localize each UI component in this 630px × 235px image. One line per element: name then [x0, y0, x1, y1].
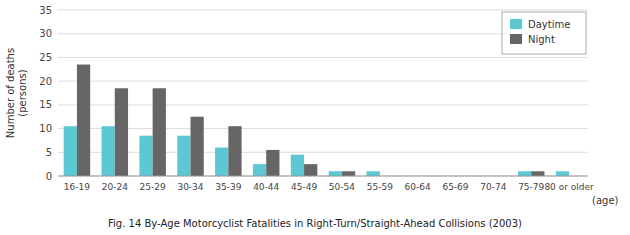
- bar: [291, 155, 304, 176]
- bar: [215, 148, 228, 176]
- bar: [518, 171, 531, 176]
- y-axis-label: (persons): [17, 69, 28, 116]
- grid-line: [58, 81, 588, 82]
- bar: [102, 126, 115, 176]
- bar: [77, 65, 90, 176]
- grid-line: [58, 176, 588, 177]
- bar: [342, 171, 355, 176]
- y-axis-label: Number of deaths: [5, 48, 16, 138]
- x-tick-label: 65-69: [442, 182, 468, 192]
- bar: [531, 171, 544, 176]
- bar: [64, 126, 77, 176]
- x-tick-label: 30-34: [177, 182, 203, 192]
- grid-line: [58, 57, 588, 58]
- x-tick-label: 35-39: [215, 182, 241, 192]
- y-tick-label: 15: [39, 99, 52, 110]
- y-tick-label: 25: [39, 52, 52, 63]
- y-tick-label: 5: [46, 147, 52, 158]
- legend-label: Daytime: [528, 19, 570, 30]
- y-tick-label: 30: [39, 28, 52, 39]
- bar: [115, 88, 128, 176]
- x-axis-label: (age): [592, 195, 619, 206]
- x-axis: [58, 176, 588, 177]
- bar: [153, 88, 166, 176]
- x-tick-label: 70-74: [480, 182, 506, 192]
- y-tick-label: 35: [39, 5, 52, 16]
- x-tick-label: 25-29: [140, 182, 166, 192]
- x-tick-label: 16-19: [64, 182, 90, 192]
- bar: [329, 171, 342, 176]
- x-tick-label: 60-64: [405, 182, 431, 192]
- title: Fig. 14 By-Age Motorcyclist Fatalities i…: [108, 218, 522, 229]
- bar: [191, 117, 204, 176]
- grid-line: [58, 152, 588, 153]
- legend-box: [502, 12, 586, 54]
- x-tick-label: 55-59: [367, 182, 393, 192]
- bar: [367, 171, 380, 176]
- grid: [58, 10, 588, 176]
- x-tick-label: 45-49: [291, 182, 317, 192]
- y-tick-label: 0: [46, 171, 52, 182]
- chart: 0 5 10 15 20 25 30 35 16-19 20-24 25-29 30-34 35-39 4…: [0, 0, 630, 235]
- bar: [253, 164, 266, 176]
- x-tick-label: 80 or older: [544, 182, 594, 192]
- grid-line: [58, 10, 588, 11]
- x-tick-label: 40-44: [253, 182, 279, 192]
- bar: [304, 164, 317, 176]
- bar: [177, 136, 190, 176]
- legend-swatch: [510, 34, 522, 44]
- x-tick-label: 20-24: [102, 182, 128, 192]
- x-tick-label: 75-79: [518, 182, 544, 192]
- legend-swatch: [510, 19, 522, 29]
- bar: [556, 171, 569, 176]
- legend-label: Night: [528, 34, 555, 45]
- bar: [228, 126, 241, 176]
- grid-line: [58, 104, 588, 105]
- bar: [266, 150, 279, 176]
- x-tick-label: 50-54: [329, 182, 355, 192]
- y-tick-label: 10: [39, 123, 52, 134]
- grid-line: [58, 128, 588, 129]
- bars: [64, 65, 569, 176]
- y-tick-label: 20: [39, 76, 52, 87]
- bar: [139, 136, 152, 176]
- legend: Daytime Night: [502, 12, 586, 54]
